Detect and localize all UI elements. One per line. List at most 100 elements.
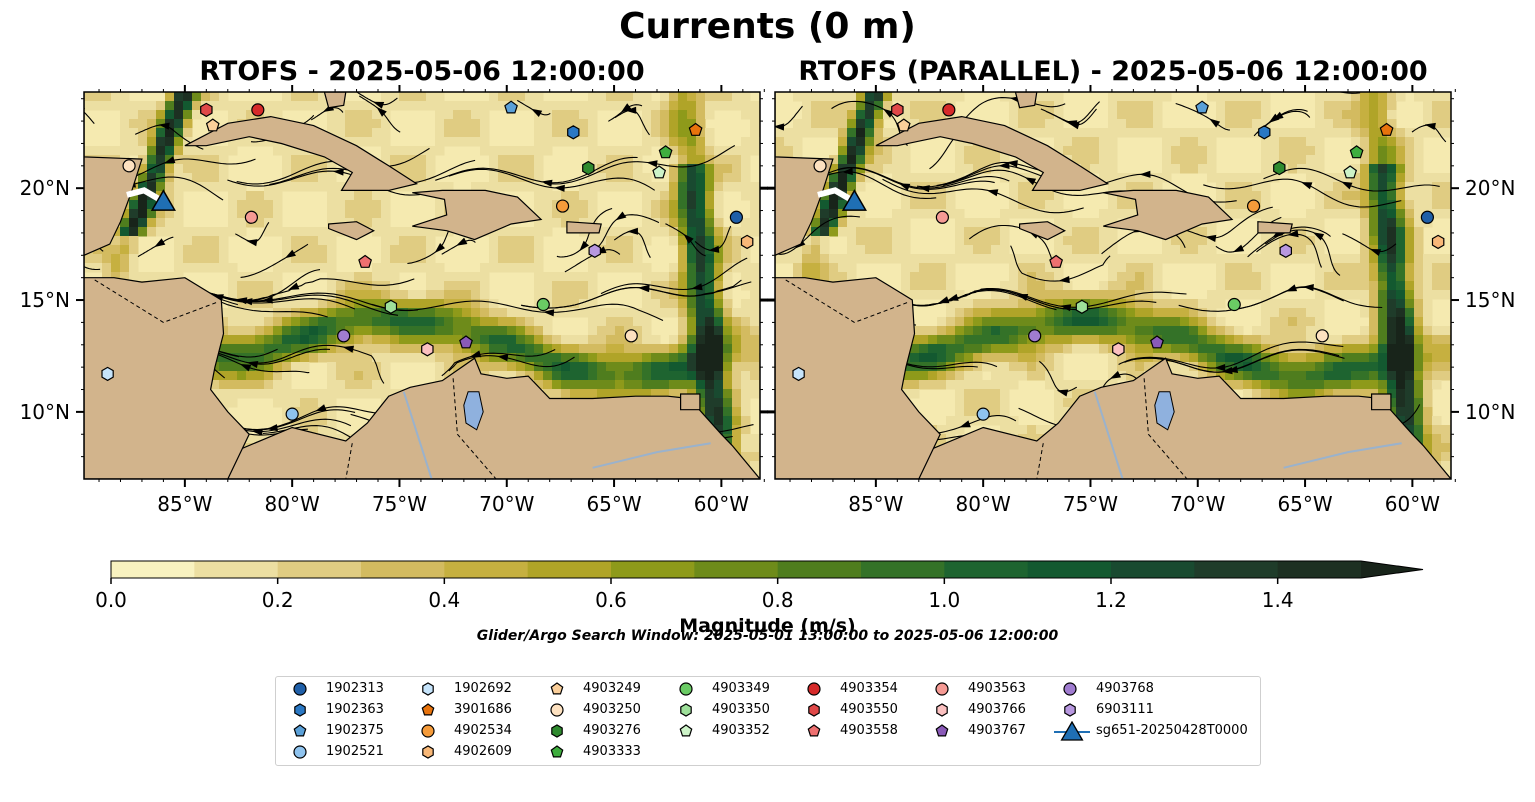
pentagon-marker-icon	[679, 724, 693, 737]
stream-arrow	[627, 227, 638, 235]
float-marker-3901686	[1379, 122, 1394, 136]
colorbar-tick-label: 1.0	[928, 588, 960, 612]
float-markers	[792, 100, 1445, 421]
float-marker-4902609	[1431, 234, 1445, 250]
stream-arrow	[986, 189, 999, 197]
lake-maracaibo	[463, 391, 484, 431]
stream-arrow	[1205, 234, 1217, 242]
stream-arrow	[372, 101, 385, 109]
x-tick-label: 60°W	[1385, 492, 1440, 516]
map-frame	[83, 91, 761, 480]
stream-arrow	[261, 296, 273, 304]
stream-arrow	[1424, 122, 1436, 130]
float-marker-1902313	[729, 210, 743, 224]
border	[785, 279, 909, 323]
colorbar-tick-label: 0.0	[95, 588, 127, 612]
legend-label: 4903349	[712, 681, 770, 696]
circle-marker-icon	[679, 682, 693, 696]
y-tick-label: 10°N	[20, 400, 70, 424]
float-marker-4903767	[1150, 335, 1164, 349]
lake-maracaibo	[1154, 391, 1175, 431]
stream-arrow	[1209, 118, 1221, 128]
stream-arrow	[1056, 389, 1069, 397]
float-marker-4903350	[384, 299, 398, 314]
glider-marker	[841, 189, 868, 211]
hexagon-marker-icon	[808, 703, 820, 717]
axes-layer: 85°W 80°W 75°W 70°W 65°W 60°W 20°N 15°N 10°N 85°W…	[20, 85, 1515, 516]
float-marker-4903558	[358, 254, 373, 268]
stream-arrow	[1006, 160, 1018, 168]
stream-arrow	[1109, 370, 1121, 379]
stream-arrow	[1272, 111, 1284, 121]
float-marker-4903354	[251, 103, 265, 117]
x-tick-label: 75°W	[1063, 492, 1118, 516]
stream-arrow	[938, 296, 950, 304]
float-marker-1902363	[1258, 125, 1271, 140]
stream-arrow	[154, 238, 166, 248]
y-tick-label: 10°N	[1465, 400, 1515, 424]
pentagon-marker-icon	[550, 682, 564, 695]
float-marker-4903250	[813, 159, 827, 173]
float-marker-1902375	[504, 100, 518, 114]
float-marker-1902363	[567, 125, 580, 140]
colorbar-bin	[1111, 561, 1195, 578]
stream-arrow	[251, 428, 263, 436]
x-tick-label: 65°W	[1277, 492, 1332, 516]
stream-arrow	[284, 249, 296, 259]
colorbar-tick-label: 0.6	[595, 588, 627, 612]
legend-label: 4903768	[1096, 681, 1154, 696]
colorbar-bin	[111, 561, 195, 578]
land	[775, 92, 1451, 479]
panel-title-rtofs-parallel: RTOFS (PARALLEL) - 2025-05-06 12:00:00	[798, 56, 1428, 87]
float-marker-4903563	[244, 210, 258, 224]
stream-arrow	[164, 156, 176, 164]
stream-arrow	[288, 282, 300, 290]
x-tick-label: 85°W	[848, 492, 903, 516]
x-tick-label: 75°W	[372, 492, 427, 516]
colorbar-bin	[694, 561, 779, 578]
float-marker-4903550	[891, 102, 904, 118]
hexagon-marker-icon	[551, 724, 563, 738]
circle-marker-icon	[293, 745, 307, 759]
legend: 1902313 1902363 1902375 1902521 1902692 39016…	[275, 676, 1261, 766]
float-marker-1902521	[285, 407, 299, 421]
float-marker-4903349	[536, 297, 550, 312]
y-tick-label: 15°N	[1465, 288, 1515, 312]
border	[452, 378, 497, 479]
float-marker-4903766	[1112, 342, 1125, 357]
legend-label: 4903563	[968, 681, 1026, 696]
float-marker-1902692	[101, 366, 114, 382]
colorbar-tick-label: 1.2	[1095, 588, 1127, 612]
legend-label: 3901686	[454, 702, 512, 717]
legend-label: 4902534	[454, 723, 512, 738]
x-tick-label: 80°W	[265, 492, 320, 516]
legend-label: 4903276	[583, 723, 641, 738]
glider-track	[817, 187, 856, 205]
circle-marker-icon	[293, 682, 307, 696]
float-marker-1902692	[792, 366, 805, 382]
pentagon-marker-icon	[421, 703, 435, 716]
border	[1036, 443, 1044, 479]
stream-arrow	[456, 237, 468, 246]
stream-arrow	[775, 123, 785, 131]
pentagon-marker-icon	[807, 724, 821, 737]
x-tick-label: 65°W	[586, 492, 641, 516]
colorbar-bin	[1027, 561, 1112, 578]
legend-label: sg651-20250428T0000	[1096, 723, 1248, 738]
stream-arrow	[1341, 181, 1353, 190]
float-marker-1902375	[1195, 100, 1209, 114]
float-marker-4903354	[942, 103, 956, 117]
float-marker-4903333	[1349, 145, 1364, 159]
hexagon-marker-icon	[680, 703, 692, 717]
stream-arrow	[579, 240, 589, 252]
colorbar-bin	[527, 561, 612, 578]
colorbar-bin	[1194, 561, 1279, 578]
float-marker-1902521	[976, 407, 990, 421]
float-marker-4903333	[658, 145, 673, 159]
float-marker-4902534	[555, 199, 570, 213]
legend-label: 4903249	[583, 681, 641, 696]
panel-title-rtofs: RTOFS - 2025-05-06 12:00:00	[199, 56, 645, 87]
legend-label: 1902692	[454, 681, 512, 696]
colorbar-tick-label: 1.4	[1262, 588, 1294, 612]
